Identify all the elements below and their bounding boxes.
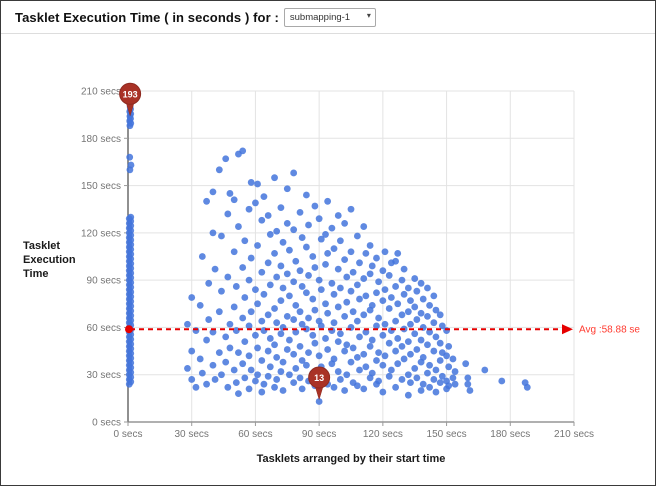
x-axis-title: Tasklets arranged by their start time — [256, 453, 446, 465]
scatter-points — [125, 103, 531, 405]
average-line: Avg :58.88 se — [125, 324, 640, 336]
x-tick-label: 60 secs — [238, 429, 272, 440]
y-tick-label: 0 secs — [92, 418, 121, 429]
annotation-balloon-193: 193 — [119, 82, 142, 117]
y-tick-label: 30 secs — [87, 370, 121, 381]
y-tick-label: 180 secs — [81, 134, 121, 145]
x-tick-label: 120 secs — [363, 429, 403, 440]
x-tick-label: 30 secs — [174, 429, 208, 440]
y-axis-ticks: 0 secs 30 secs 60 secs 90 secs 120 secs 150 s… — [81, 87, 128, 429]
balloon-label: 13 — [314, 373, 324, 383]
x-axis-ticks: 0 secs 30 secs 60 secs 90 secs 120 secs 150 s… — [114, 422, 594, 440]
y-axis-title-line: Time — [23, 268, 49, 280]
y-axis-title-line: Execution — [23, 254, 76, 266]
y-tick-label: 150 secs — [81, 181, 121, 192]
submapping-select[interactable]: submapping-1 — [283, 8, 376, 27]
x-tick-label: 150 secs — [427, 429, 467, 440]
y-axis-title-line: Tasklet — [23, 240, 61, 252]
y-tick-label: 60 secs — [87, 323, 121, 334]
annotation-balloon-13: 13 — [308, 366, 331, 401]
x-tick-label: 90 secs — [302, 429, 336, 440]
average-start-dot — [125, 325, 133, 334]
y-axis-title: Tasklet Execution Time — [23, 239, 76, 281]
header-bar: Tasklet Execution Time ( in seconds ) fo… — [1, 1, 655, 34]
axis-lines — [127, 91, 574, 423]
y-tick-label: 120 secs — [81, 228, 121, 239]
arrow-right-icon — [562, 324, 573, 335]
y-tick-label: 90 secs — [87, 276, 121, 287]
submapping-dropdown[interactable]: submapping-1 ▾ — [283, 7, 376, 27]
balloon-label: 193 — [123, 89, 138, 99]
y-tick-label: 210 secs — [81, 87, 121, 98]
x-tick-label: 210 secs — [554, 429, 594, 440]
grid-lines — [128, 90, 575, 422]
x-tick-label: 0 secs — [114, 429, 143, 440]
average-label: Avg :58.88 se — [579, 325, 640, 336]
x-tick-label: 180 secs — [490, 429, 530, 440]
page-title: Tasklet Execution Time ( in seconds ) fo… — [15, 9, 279, 25]
